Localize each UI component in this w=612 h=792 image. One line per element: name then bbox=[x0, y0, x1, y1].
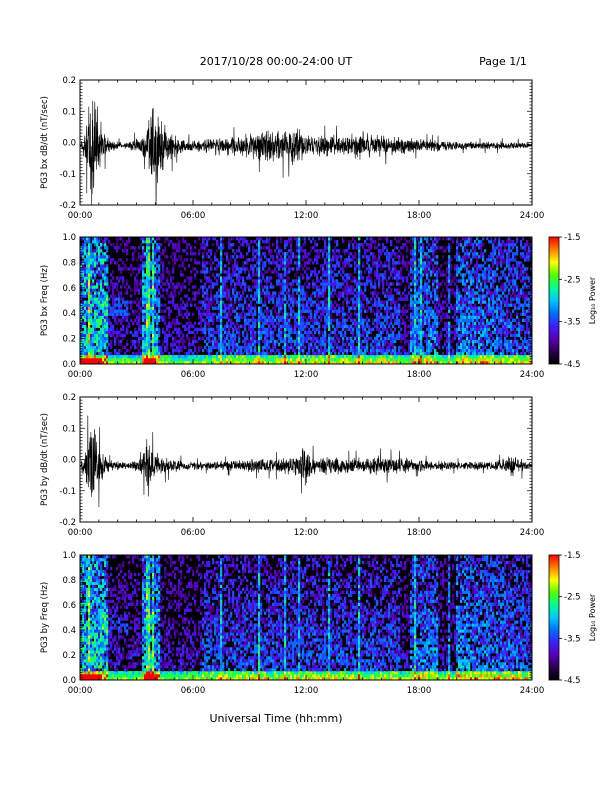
colorbar-tick-label: -3.5 bbox=[564, 318, 581, 328]
y-tick-label: 0.1 bbox=[62, 107, 76, 117]
y-tick-label: -0.2 bbox=[59, 518, 76, 528]
y-tick-label: 0.6 bbox=[62, 284, 76, 294]
x-tick-label: 06:00 bbox=[181, 686, 206, 696]
colorbar-tick-label: -4.5 bbox=[564, 676, 581, 686]
y-axis-label: PG3 bx Freq (Hz) bbox=[40, 265, 50, 336]
x-tick-label: 18:00 bbox=[407, 528, 432, 538]
colorbar-tick-label: -2.5 bbox=[564, 593, 581, 603]
x-tick-label: 24:00 bbox=[520, 211, 545, 221]
y-tick-label: 0.6 bbox=[62, 601, 76, 611]
x-tick-label: 06:00 bbox=[181, 528, 206, 538]
y-tick-label: -0.2 bbox=[59, 201, 76, 211]
y-tick-label: 0.0 bbox=[62, 360, 76, 370]
x-tick-label: 00:00 bbox=[68, 528, 93, 538]
colorbar-tick-label: -2.5 bbox=[564, 275, 581, 285]
x-axis-label: Universal Time (hh:mm) bbox=[210, 712, 343, 725]
x-tick-label: 18:00 bbox=[407, 370, 432, 380]
y-axis-label: PG3 by dB/dt (nT/sec) bbox=[40, 413, 50, 506]
colorbar-tick-label: -1.5 bbox=[564, 233, 581, 243]
colorbar: -1.5 -2.5 -3.5 -4.5 Log₁₀ Power bbox=[548, 233, 597, 370]
x-tick-label: 06:00 bbox=[181, 211, 206, 221]
spectrogram-panel-2: -1.5 -2.5 -3.5 -4.5 Log₁₀ Power 00:00 06:00 12:… bbox=[40, 233, 597, 380]
x-tick-label: 18:00 bbox=[407, 686, 432, 696]
y-tick-label: 0.8 bbox=[62, 576, 76, 586]
x-tick-label: 12:00 bbox=[294, 370, 319, 380]
spectrogram-cells bbox=[80, 555, 533, 681]
colorbar-label: Log₁₀ Power bbox=[588, 593, 597, 641]
waveform-series bbox=[80, 415, 532, 508]
waveform-series bbox=[80, 100, 532, 205]
colorbar-tick-label: -3.5 bbox=[564, 634, 581, 644]
y-tick-label: 0.2 bbox=[62, 393, 76, 403]
y-tick-label: 0.2 bbox=[62, 76, 76, 86]
spectrogram-panel-4: -1.5 -2.5 -3.5 -4.5 Log₁₀ Power 00:00 06:00 12:… bbox=[40, 551, 597, 696]
x-tick-label: 12:00 bbox=[294, 528, 319, 538]
colorbar-tick-label: -4.5 bbox=[564, 360, 581, 370]
x-tick-label: 24:00 bbox=[520, 528, 545, 538]
colorbar-tick-label: -1.5 bbox=[564, 551, 581, 561]
x-tick-label: 24:00 bbox=[520, 686, 545, 696]
y-axis-label: PG3 bx dB/dt (nT/sec) bbox=[40, 96, 50, 189]
x-tick-label: 06:00 bbox=[181, 370, 206, 380]
y-tick-label: 0.4 bbox=[62, 626, 76, 636]
y-tick-label: 0.2 bbox=[62, 335, 76, 345]
y-tick-label: 0.0 bbox=[62, 676, 76, 686]
figure-title: 2017/10/28 00:00-24:00 UT bbox=[200, 55, 353, 68]
y-tick-label: 0.8 bbox=[62, 258, 76, 268]
spectrogram-cells bbox=[80, 237, 533, 365]
colorbar-label: Log₁₀ Power bbox=[588, 276, 597, 324]
x-tick-label: 00:00 bbox=[68, 686, 93, 696]
y-tick-label: 0.0 bbox=[62, 139, 76, 149]
panels: 00:00 06:00 12:00 18:00 24:00 -0.2 -0.1 0.0 0.1 0… bbox=[40, 76, 597, 696]
y-tick-label: 0.4 bbox=[62, 309, 76, 319]
colorbar-scale bbox=[548, 236, 560, 365]
y-axis-label: PG3 by Freq (Hz) bbox=[40, 582, 50, 653]
waveform-panel-1: 00:00 06:00 12:00 18:00 24:00 -0.2 -0.1 0.0 0.1 0… bbox=[40, 76, 544, 221]
colorbar: -1.5 -2.5 -3.5 -4.5 Log₁₀ Power bbox=[548, 551, 597, 686]
x-tick-label: 00:00 bbox=[68, 211, 93, 221]
x-tick-label: 00:00 bbox=[68, 370, 93, 380]
x-tick-label: 12:00 bbox=[294, 686, 319, 696]
page-number: Page 1/1 bbox=[479, 55, 527, 68]
x-tick-label: 12:00 bbox=[294, 211, 319, 221]
y-tick-label: 1.0 bbox=[62, 233, 76, 243]
y-tick-label: 1.0 bbox=[62, 551, 76, 561]
y-tick-label: 0.1 bbox=[62, 424, 76, 434]
waveform-panel-3: 00:00 06:00 12:00 18:00 24:00 -0.2 -0.1 0.0 0.1 0… bbox=[40, 393, 544, 538]
x-tick-label: 18:00 bbox=[407, 211, 432, 221]
y-tick-label: -0.1 bbox=[59, 487, 76, 497]
y-tick-label: -0.1 bbox=[59, 170, 76, 180]
colorbar-scale bbox=[548, 554, 560, 681]
y-tick-label: 0.2 bbox=[62, 651, 76, 661]
y-tick-label: 0.0 bbox=[62, 456, 76, 466]
x-tick-label: 24:00 bbox=[520, 370, 545, 380]
